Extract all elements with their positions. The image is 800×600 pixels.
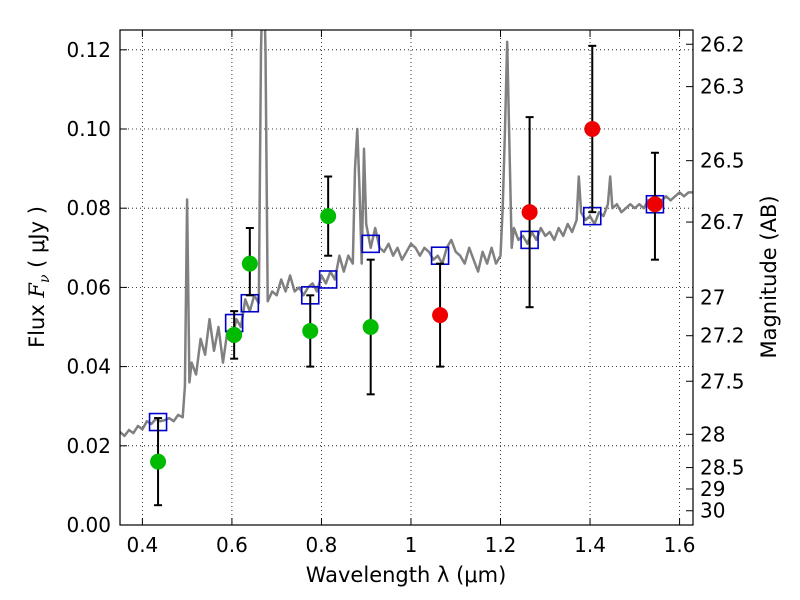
green-data-point bbox=[362, 319, 379, 335]
right-tick-label: 26.7 bbox=[700, 210, 745, 234]
right-tick-label: 27.5 bbox=[700, 369, 745, 393]
green-data-point bbox=[302, 322, 319, 339]
right-tick-label: 29 bbox=[700, 477, 725, 501]
y-tick-label: 0.08 bbox=[66, 196, 111, 220]
right-tick-label: 27.2 bbox=[700, 324, 745, 348]
x-tick-label: 0.4 bbox=[126, 533, 158, 557]
green-data-point bbox=[150, 453, 167, 470]
right-tick-label: 26.3 bbox=[700, 75, 745, 99]
right-tick-label: 26.2 bbox=[700, 32, 745, 56]
y-tick-label: 0.10 bbox=[66, 117, 111, 141]
x-tick-label: 0.6 bbox=[216, 533, 248, 557]
y-tick-label: 0.02 bbox=[66, 434, 111, 458]
right-axis-label: Magnitude (AB) bbox=[757, 195, 781, 358]
y-axis-label: Flux Fν ( μJy ) bbox=[25, 206, 53, 348]
y-tick-label: 0.00 bbox=[66, 513, 111, 537]
red-data-point bbox=[521, 204, 538, 221]
axis-ticks: 0.4 0.6 0.8 1 1.2 1.4 1.6 0.00 0.02 0.04 0.06 0.08 0… bbox=[66, 30, 745, 557]
x-tick-label: 1.2 bbox=[485, 533, 517, 557]
right-tick-label: 28 bbox=[700, 422, 725, 446]
right-tick-label: 26.5 bbox=[700, 149, 745, 173]
x-tick-label: 1.6 bbox=[664, 533, 696, 557]
x-tick-label: 1.4 bbox=[574, 533, 606, 557]
right-tick-label: 30 bbox=[700, 499, 725, 523]
red-data-point bbox=[646, 196, 663, 213]
plot-frame bbox=[119, 29, 694, 526]
red-data-point bbox=[432, 307, 449, 324]
model-spectrum-line bbox=[120, 30, 693, 438]
right-tick-label: 27 bbox=[700, 285, 725, 309]
x-tick-label: 1 bbox=[405, 533, 418, 557]
x-axis-label: Wavelength λ (μm) bbox=[306, 563, 507, 587]
y-tick-label: 0.06 bbox=[66, 275, 111, 299]
model-box-point bbox=[361, 234, 380, 254]
y-tick-label: 0.04 bbox=[66, 355, 111, 379]
x-tick-label: 0.8 bbox=[306, 533, 338, 557]
model-box-point bbox=[318, 270, 338, 289]
plot-area bbox=[120, 30, 693, 507]
red-data-point bbox=[584, 121, 601, 137]
green-data-point bbox=[320, 208, 337, 225]
right-tick-label: 28.5 bbox=[700, 456, 745, 480]
green-data-point bbox=[241, 255, 258, 272]
y-tick-label: 0.12 bbox=[66, 38, 111, 62]
green-data-point bbox=[226, 326, 243, 343]
grid-lines bbox=[120, 30, 693, 526]
